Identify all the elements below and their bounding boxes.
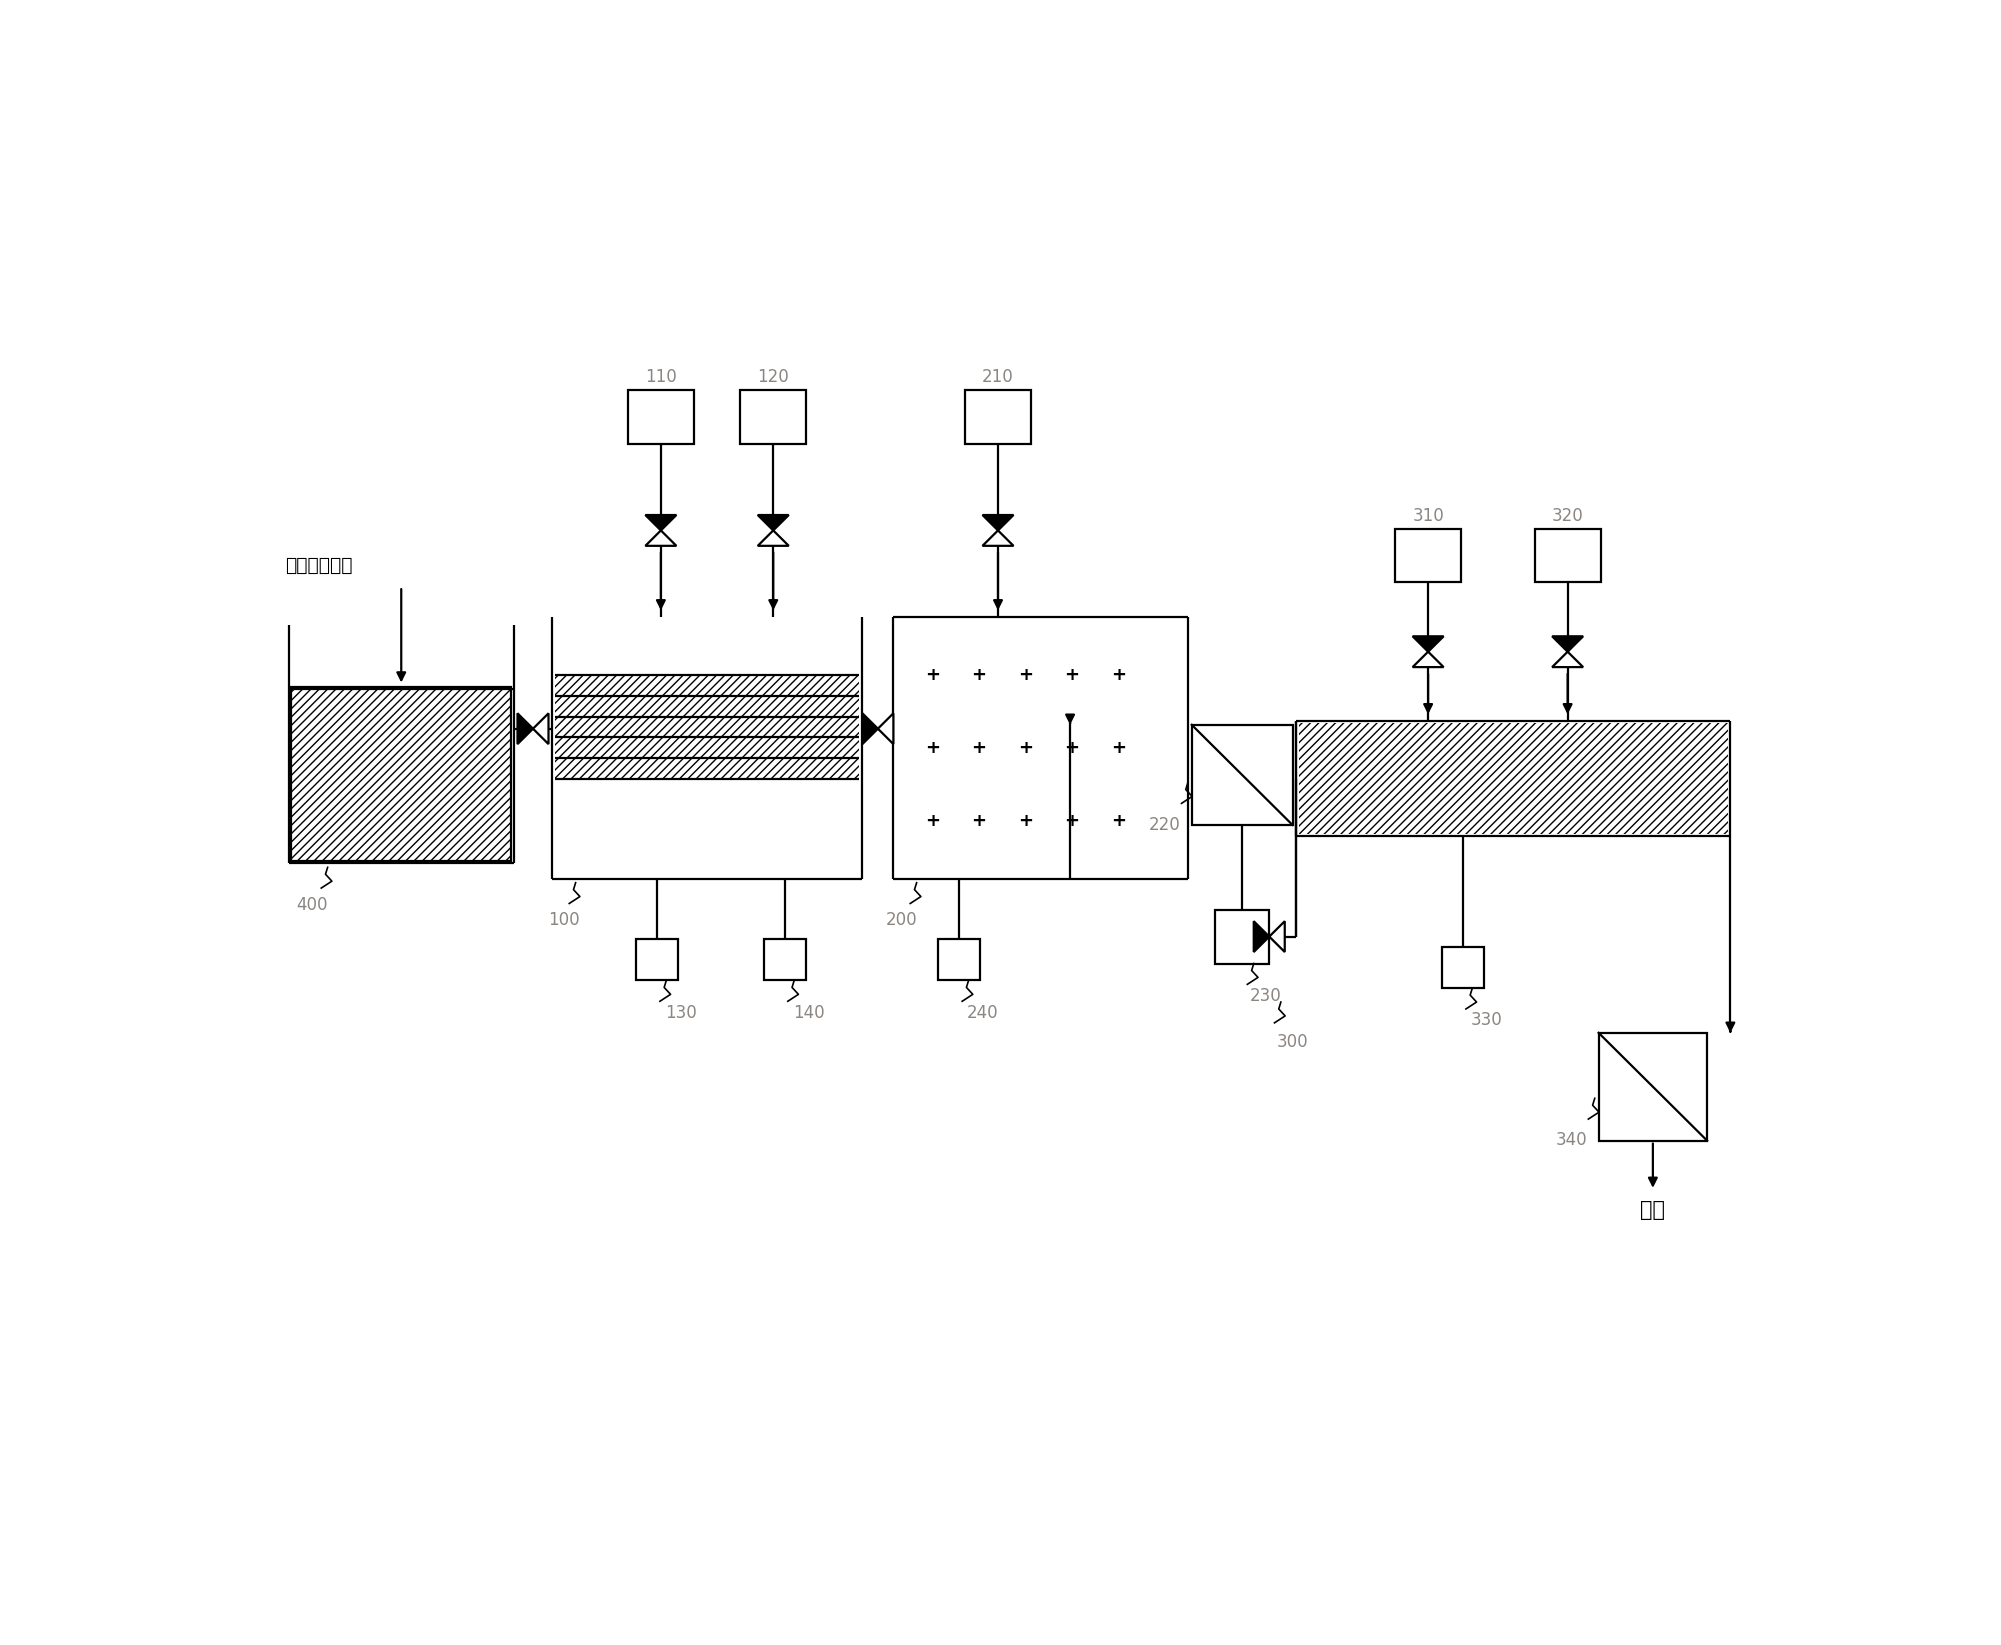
Text: +: + — [1111, 739, 1127, 757]
Bar — [1599, 1033, 1707, 1140]
Text: 产水: 产水 — [1641, 1199, 1665, 1221]
Bar — [764, 939, 806, 980]
Bar — [740, 390, 806, 444]
Bar — [628, 390, 694, 444]
Text: +: + — [1111, 666, 1127, 684]
Polygon shape — [1269, 921, 1285, 952]
Polygon shape — [646, 515, 676, 530]
Text: +: + — [924, 666, 940, 684]
Text: +: + — [970, 813, 986, 831]
Polygon shape — [982, 530, 1013, 546]
Bar — [556, 674, 858, 780]
Text: 130: 130 — [664, 1003, 696, 1022]
Polygon shape — [1413, 637, 1443, 651]
Text: 110: 110 — [644, 368, 676, 387]
Text: 230: 230 — [1251, 987, 1281, 1005]
Bar — [1395, 528, 1461, 582]
Text: +: + — [970, 739, 986, 757]
Text: 330: 330 — [1471, 1012, 1503, 1030]
Polygon shape — [1553, 651, 1583, 668]
Text: +: + — [1065, 666, 1079, 684]
Text: +: + — [1111, 813, 1127, 831]
Text: 220: 220 — [1149, 816, 1181, 834]
Polygon shape — [1553, 637, 1583, 651]
Polygon shape — [878, 714, 892, 744]
Text: +: + — [924, 813, 940, 831]
Bar — [1299, 724, 1729, 834]
Text: +: + — [1019, 666, 1033, 684]
Bar — [1193, 725, 1293, 824]
Text: 320: 320 — [1551, 507, 1583, 525]
Text: 140: 140 — [792, 1003, 824, 1022]
Polygon shape — [1255, 921, 1269, 952]
Text: 300: 300 — [1277, 1033, 1309, 1051]
Bar — [938, 939, 980, 980]
Bar — [292, 688, 512, 860]
Polygon shape — [518, 714, 532, 744]
Text: +: + — [1065, 739, 1079, 757]
Text: 电镖含氪废水: 电镖含氪废水 — [284, 556, 352, 574]
Bar — [1535, 528, 1601, 582]
Text: 240: 240 — [966, 1003, 998, 1022]
Text: +: + — [924, 739, 940, 757]
Text: 340: 340 — [1557, 1132, 1587, 1150]
Text: 210: 210 — [982, 368, 1015, 387]
Text: +: + — [1019, 813, 1033, 831]
Polygon shape — [758, 530, 788, 546]
Text: +: + — [1065, 813, 1079, 831]
Polygon shape — [1413, 651, 1443, 668]
Text: +: + — [1019, 739, 1033, 757]
Polygon shape — [982, 515, 1013, 530]
Polygon shape — [862, 714, 878, 744]
Bar — [1443, 946, 1485, 989]
Text: 400: 400 — [296, 897, 328, 913]
Text: 310: 310 — [1413, 507, 1445, 525]
Bar — [292, 688, 512, 860]
Bar — [1215, 910, 1269, 964]
Bar — [964, 390, 1031, 444]
Polygon shape — [758, 515, 788, 530]
Text: 120: 120 — [756, 368, 788, 387]
Text: 100: 100 — [548, 911, 580, 929]
Text: 200: 200 — [886, 911, 916, 929]
Bar — [636, 939, 678, 980]
Polygon shape — [532, 714, 548, 744]
Polygon shape — [646, 530, 676, 546]
Text: +: + — [970, 666, 986, 684]
